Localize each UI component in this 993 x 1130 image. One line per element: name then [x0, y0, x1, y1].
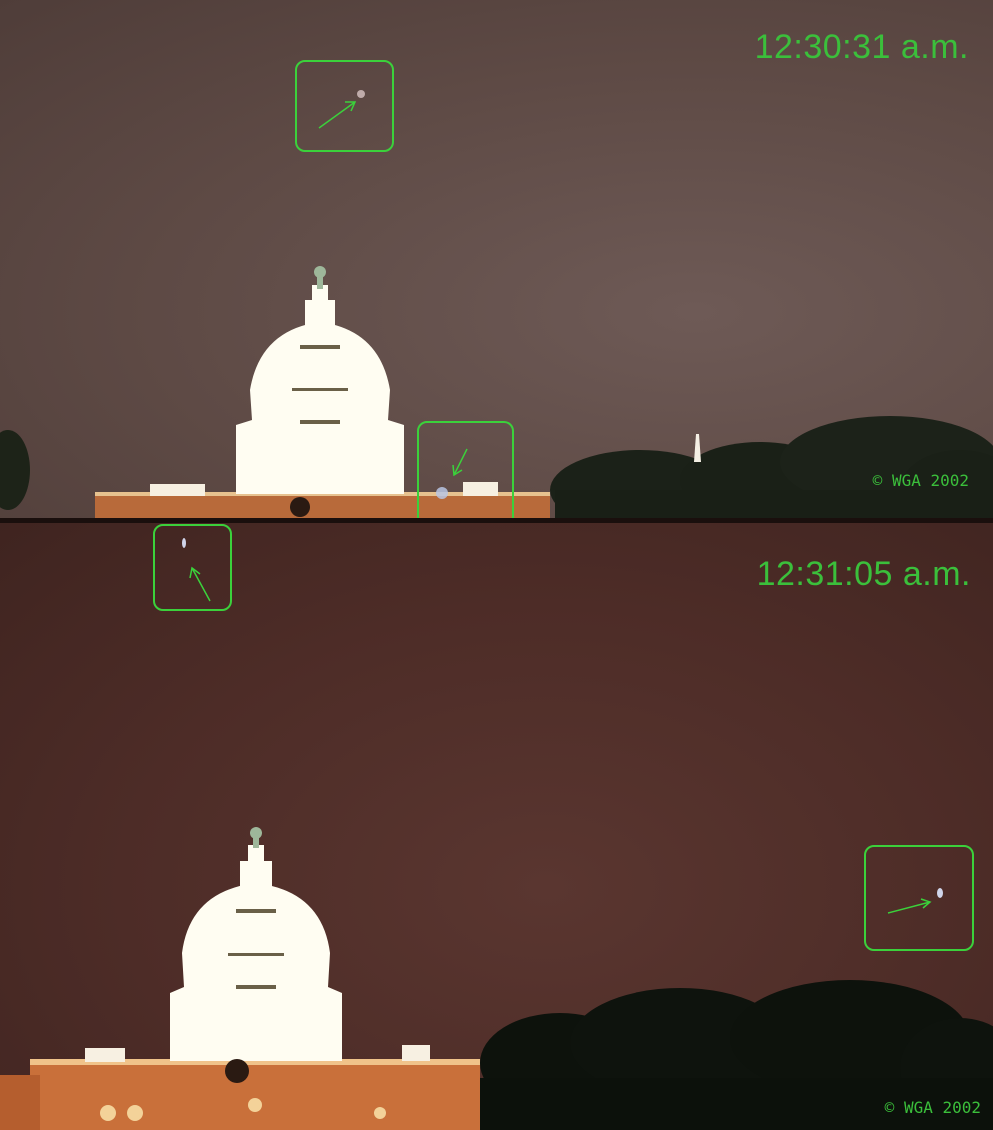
- arrow-icon: [189, 566, 211, 602]
- trees-right: [480, 980, 993, 1130]
- tree-left: [0, 430, 30, 510]
- timestamp: 12:30:31 a.m.: [754, 28, 969, 66]
- highlight-box: [295, 60, 394, 152]
- copyright: © WGA 2002: [872, 471, 969, 490]
- light-object: [937, 888, 943, 898]
- arrow-icon: [887, 898, 932, 914]
- capitol-dome: [170, 827, 342, 1061]
- top-photo: 12:30:31 a.m. © WGA 2002: [0, 0, 993, 520]
- highlight-box: [417, 421, 514, 520]
- lens-flare: [436, 487, 448, 499]
- panel-divider: [0, 518, 993, 524]
- timestamp: 12:31:05 a.m.: [756, 555, 971, 593]
- window-lights: [100, 1098, 386, 1121]
- bottom-scene: [0, 538, 993, 1130]
- light-object: [357, 90, 365, 98]
- monument: [694, 434, 701, 462]
- light-object: [182, 538, 186, 548]
- capitol-base: [95, 494, 550, 518]
- highlight-box: [864, 845, 974, 951]
- highlight-box: [153, 524, 232, 611]
- arrow-icon: [318, 101, 357, 129]
- bottom-photo: 12:31:05 a.m. © WGA 2002: [0, 523, 993, 1130]
- capitol-base: [30, 1063, 480, 1130]
- copyright: © WGA 2002: [884, 1098, 981, 1117]
- capitol-dome: [236, 266, 404, 494]
- trees-right: [550, 416, 993, 520]
- top-scene: [0, 90, 993, 520]
- arrow-icon: [452, 448, 468, 477]
